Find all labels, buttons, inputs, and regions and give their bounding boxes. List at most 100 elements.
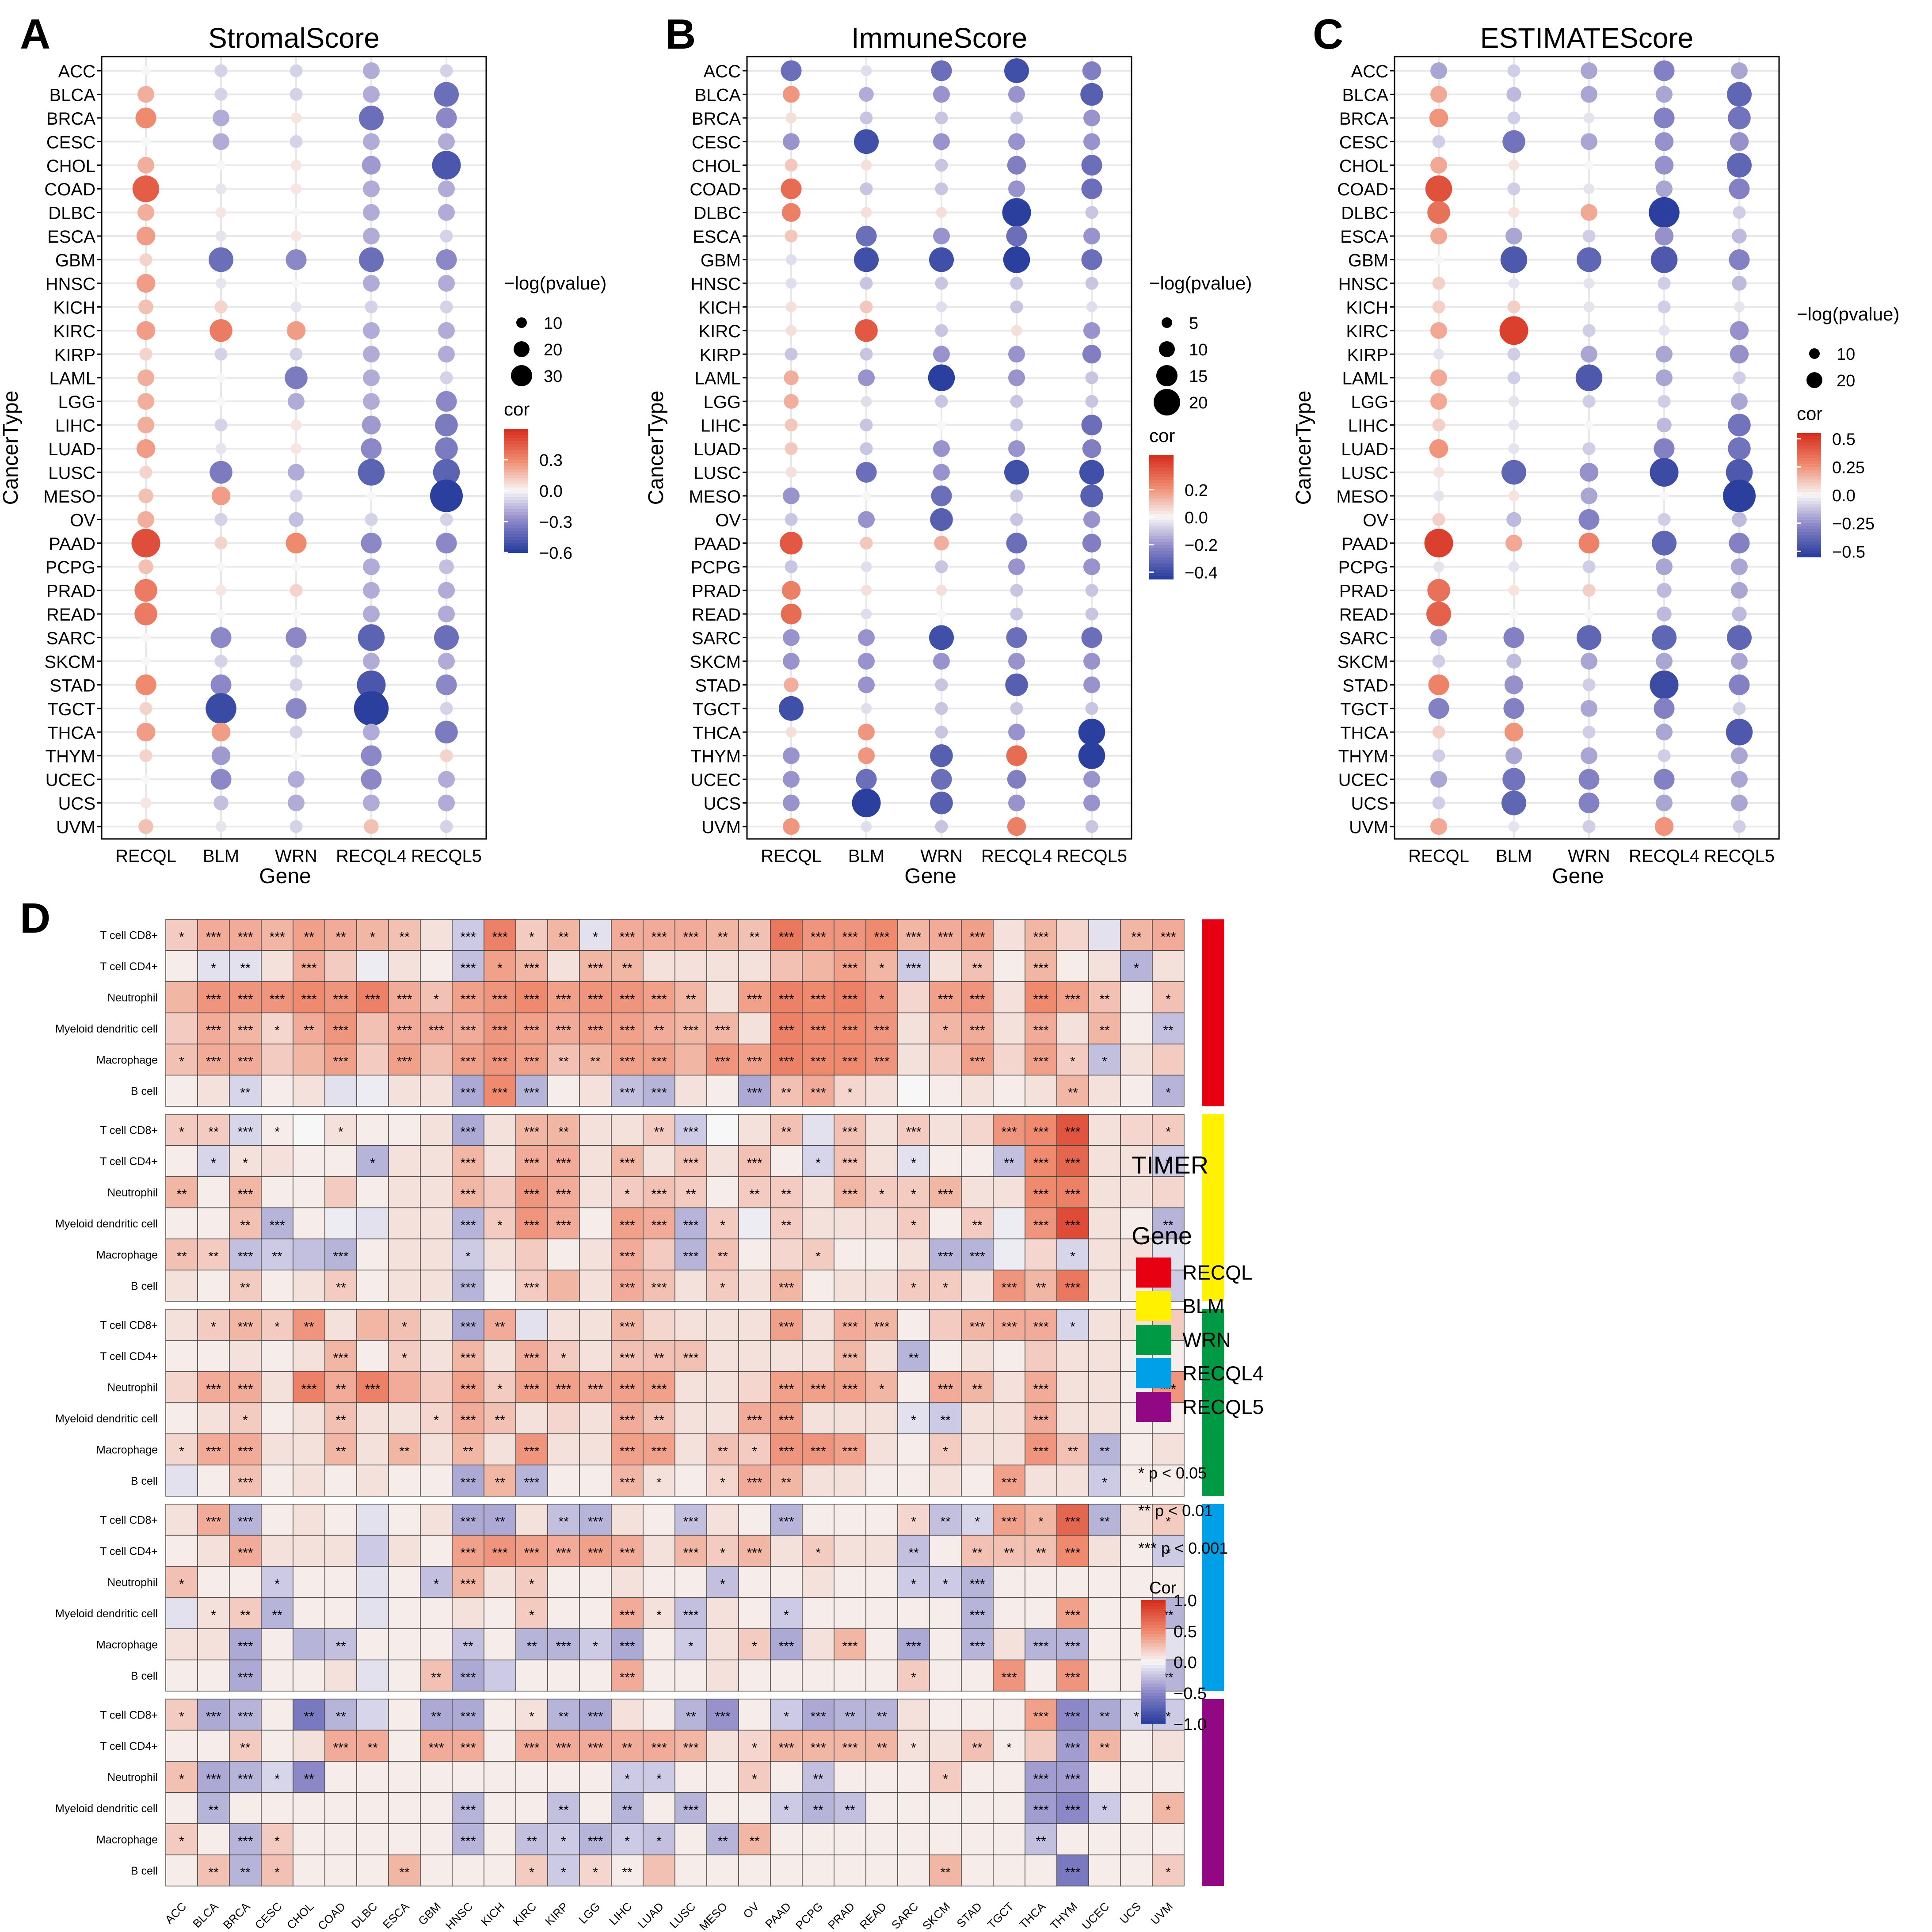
heatmap-star: * [529, 1709, 534, 1724]
heatmap-star: *** [1001, 1124, 1017, 1139]
heatmap-cell [961, 1699, 994, 1731]
bubble-DLBC-RECQL5 [1085, 206, 1098, 219]
heatmap-star: *** [683, 1741, 698, 1755]
bubble-LAML-RECQL5 [1733, 371, 1746, 385]
heatmap-star: ** [240, 1741, 251, 1755]
y-tick-label: CHOL [692, 156, 741, 176]
heatmap-row-label: T cell CD8+ [100, 929, 158, 941]
bubble-UCEC-RECQL4 [361, 769, 382, 790]
bubble-PRAD-RECQL4 [1657, 583, 1672, 598]
heatmap-star: * [1166, 1124, 1171, 1139]
heatmap-cell [261, 1309, 293, 1341]
heatmap-cell [229, 1535, 262, 1567]
heatmap-star: * [625, 1834, 630, 1848]
heatmap-cell [324, 1309, 357, 1341]
gene-legend-swatch [1136, 1258, 1171, 1288]
bubble-LAML-RECQL5 [1085, 371, 1098, 385]
heatmap-cell [547, 1114, 580, 1146]
heatmap-star: *** [269, 930, 285, 944]
heatmap-cell [452, 1114, 484, 1146]
heatmap-star: ** [654, 1124, 664, 1139]
heatmap-cell [865, 1823, 898, 1856]
heatmap-star: * [434, 1413, 439, 1428]
y-tick-label: PAAD [694, 534, 741, 554]
heatmap-cell [993, 1402, 1025, 1434]
heatmap-star: *** [619, 992, 635, 1006]
heatmap-cell [1152, 1761, 1185, 1793]
heatmap-cell [706, 1114, 739, 1146]
bubble-BRCA-WRN [290, 112, 302, 124]
heatmap-star: * [274, 1772, 280, 1786]
heatmap-cell [611, 1114, 644, 1146]
heatmap-cell [865, 1340, 898, 1372]
heatmap-star: *** [396, 1054, 412, 1069]
bubble-DLBC-RECQL [137, 204, 154, 221]
heatmap-cell [738, 1566, 771, 1598]
heatmap-cell [961, 1176, 994, 1208]
heatmap-cell [197, 1535, 230, 1567]
color-legend-swatch [504, 537, 528, 541]
heatmap-star: ** [1036, 1280, 1046, 1295]
bubble-KIRC-RECQL4 [1011, 325, 1022, 336]
heatmap-cell [993, 1012, 1025, 1044]
heatmap-cell [1025, 1176, 1057, 1208]
heatmap-cell [229, 1628, 262, 1661]
heat-legend-swatch [1141, 1625, 1166, 1628]
heatmap-cell [1025, 1207, 1057, 1239]
bubble-KIRP-RECQL5 [1082, 345, 1101, 364]
bubble-PAAD-RECQL4 [1006, 533, 1027, 554]
bubble-LUSC-RECQL4 [358, 459, 385, 486]
y-tick-label: PRAD [46, 582, 95, 601]
heat-legend-swatch [1141, 1631, 1166, 1635]
y-tick-label: THCA [693, 723, 741, 743]
heatmap-cell [197, 1628, 230, 1661]
heatmap-star: *** [1065, 992, 1080, 1006]
heatmap-star: *** [524, 1187, 539, 1201]
heatmap-cell [165, 1207, 198, 1239]
heatmap-cell [1120, 1044, 1153, 1076]
y-tick-label: STAD [50, 676, 95, 695]
heatmap-star: *** [619, 1054, 635, 1069]
heat-legend-swatch [1141, 1711, 1166, 1715]
bubble-KIRC-BLM [210, 319, 232, 342]
bubble-TGCT-RECQL5 [1733, 702, 1746, 715]
bubble-PRAD-RECQL [134, 579, 157, 602]
bubble-UVM-RECQL [138, 819, 153, 834]
color-legend-swatch [1797, 449, 1821, 452]
bubble-LUAD-RECQL5 [1082, 439, 1101, 458]
heatmap-cell [643, 1464, 675, 1497]
heatmap-star: * [593, 1639, 598, 1654]
heatmap-cell [770, 1659, 803, 1692]
heatmap-cell [229, 1659, 262, 1692]
heatmap-cell [643, 1730, 675, 1762]
heatmap-cell [579, 1823, 612, 1856]
heatmap-cell [420, 1504, 453, 1536]
heatmap-star: *** [460, 961, 476, 976]
heatmap-cell [547, 1659, 580, 1692]
bubble-HNSC-RECQL4 [363, 274, 380, 292]
bubble-SKCM-RECQL [141, 656, 150, 666]
heatmap-star: *** [587, 1382, 603, 1396]
heatmap-cell [388, 1597, 421, 1629]
bubble-PAAD-WRN [286, 533, 307, 554]
heatmap-star: * [656, 1608, 662, 1623]
gene-legend-label: BLM [1182, 1295, 1224, 1318]
heat-legend-swatch [1141, 1715, 1166, 1718]
heatmap-cell [674, 1566, 707, 1598]
bubble-BLCA-RECQL5 [1727, 82, 1752, 107]
y-tick-label: ESCA [693, 227, 741, 247]
heatmap-star: *** [1001, 1475, 1017, 1490]
heatmap-cell [484, 1176, 516, 1208]
heatmap-cell [165, 1371, 198, 1403]
gene-legend-label: RECQL [1182, 1261, 1252, 1284]
heatmap-cell [547, 1145, 580, 1177]
heatmap-row-label: Neutrophil [107, 1381, 158, 1394]
bubble-SARC-BLM [210, 627, 232, 648]
bubble-SKCM-RECQL [783, 652, 800, 670]
heatmap-x-label: TGCT [985, 1900, 1016, 1931]
color-legend-swatch [1149, 557, 1174, 561]
heatmap-cell [770, 919, 803, 951]
bubble-UCS-WRN [288, 794, 305, 812]
heatmap-star: *** [428, 1023, 444, 1038]
bubble-THYM-RECQL [783, 747, 800, 764]
